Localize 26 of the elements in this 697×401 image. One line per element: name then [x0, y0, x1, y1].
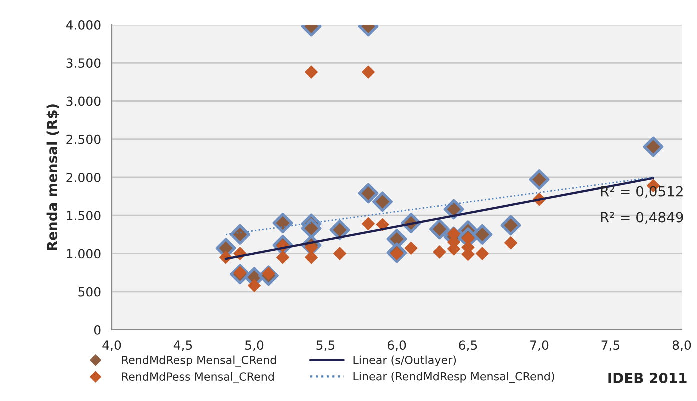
y-tick-label: 3.500 [66, 58, 101, 68]
x-tick-label: 5,5 [316, 340, 335, 352]
x-tick-label: 7,0 [530, 340, 549, 352]
x-tick-label: 5,0 [246, 340, 264, 352]
x-tick-label: 4,0 [102, 340, 122, 352]
y-axis-title: Renda mensal (R$) [46, 104, 60, 250]
x-tick-label: 4,5 [174, 340, 192, 352]
x-tick-label: 7,5 [602, 340, 620, 352]
y-tick-label: 3.000 [66, 96, 101, 106]
annotation: R² = 0,0512 [601, 186, 683, 198]
legend-label: RendMdPess Mensal_CRend [122, 372, 274, 384]
y-tick-label: 1.500 [67, 211, 101, 221]
y-tick-label: 0 [94, 325, 101, 335]
x-axis-title: IDEB 2011 [608, 372, 687, 384]
x-tick-label: 6,5 [459, 340, 478, 352]
annotation: R² = 0,4849 [601, 212, 684, 224]
y-tick-label: 2.500 [66, 134, 101, 144]
y-tick-label: 500 [78, 287, 101, 297]
x-tick-label: 8,0 [672, 340, 692, 352]
y-tick-label: 1.000 [67, 249, 101, 259]
legend-label: Linear (RendMdResp Mensal_CRend) [354, 372, 554, 384]
x-tick-label: 6,0 [388, 340, 406, 352]
y-tick-label: 2.000 [66, 172, 101, 182]
legend-label: Linear (s/Outlayer) [354, 356, 456, 367]
legend-label: RendMdResp Mensal_CRend [122, 356, 276, 367]
y-tick-label: 4.000 [66, 20, 101, 30]
